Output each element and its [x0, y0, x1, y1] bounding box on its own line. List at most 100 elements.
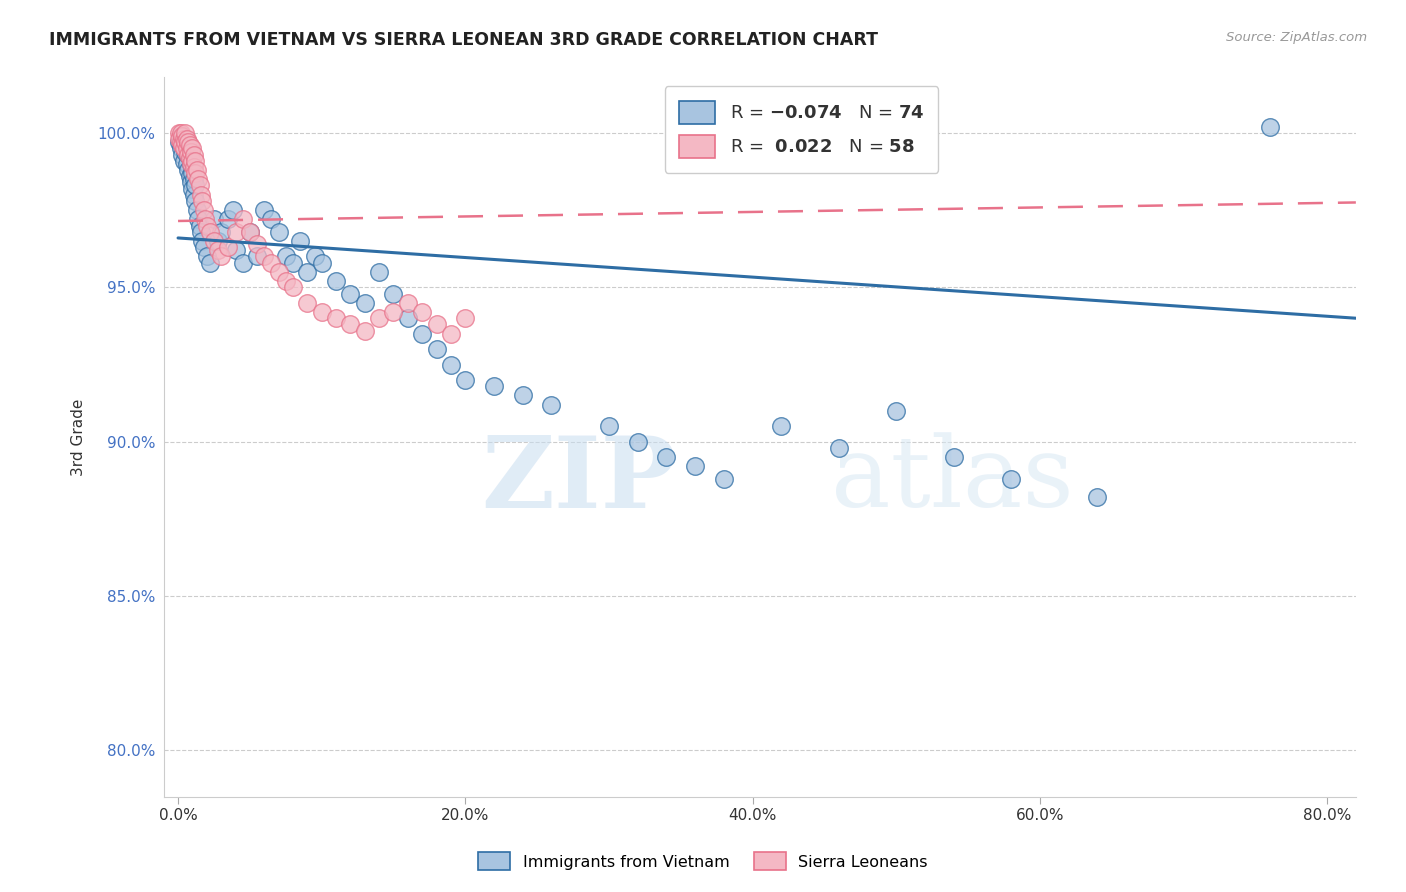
Point: [297, 295, 319, 310]
Point: [174, 135, 197, 149]
Point: [172, 132, 194, 146]
Point: [180, 157, 202, 171]
Point: [655, 450, 678, 464]
Point: [1258, 120, 1281, 134]
Point: [382, 286, 405, 301]
Point: [183, 172, 205, 186]
Point: [224, 225, 246, 239]
Point: [174, 145, 197, 159]
Point: [187, 212, 209, 227]
Point: [188, 219, 211, 233]
Point: [183, 160, 205, 174]
Point: [482, 379, 505, 393]
Point: [942, 450, 965, 464]
Point: [311, 255, 333, 269]
Point: [598, 419, 620, 434]
Point: [1085, 490, 1108, 504]
Point: [184, 194, 207, 208]
Point: [683, 459, 706, 474]
Point: [177, 135, 200, 149]
Point: [281, 255, 304, 269]
Point: [173, 141, 195, 155]
Point: [170, 126, 193, 140]
Point: [170, 135, 193, 149]
Point: [193, 240, 215, 254]
Point: [176, 132, 198, 146]
Point: [173, 153, 195, 168]
Legend: R = $\mathbf{-0.074}$   N = $\mathbf{74}$, R =  $\mathbf{0.022}$   N = $\mathbf{: R = $\mathbf{-0.074}$ N = $\mathbf{74}$,…: [665, 87, 938, 172]
Legend: Immigrants from Vietnam, Sierra Leoneans: Immigrants from Vietnam, Sierra Leoneans: [472, 846, 934, 877]
Point: [232, 212, 254, 227]
Point: [177, 147, 200, 161]
Point: [173, 138, 195, 153]
Point: [260, 212, 283, 227]
Point: [179, 151, 201, 165]
Point: [454, 373, 477, 387]
Point: [454, 311, 477, 326]
Point: [179, 151, 201, 165]
Point: [174, 132, 197, 146]
Point: [184, 153, 207, 168]
Point: [170, 141, 193, 155]
Point: [396, 311, 419, 326]
Point: [304, 250, 326, 264]
Point: [325, 311, 347, 326]
Point: [224, 244, 246, 258]
Point: [274, 274, 297, 288]
Point: [353, 295, 375, 310]
Point: [170, 129, 193, 144]
Point: [770, 419, 793, 434]
Point: [195, 219, 218, 233]
Point: [202, 234, 225, 248]
Point: [173, 132, 195, 146]
Point: [186, 203, 208, 218]
Point: [325, 274, 347, 288]
Point: [426, 318, 449, 332]
Point: [181, 153, 204, 168]
Point: [267, 225, 290, 239]
Point: [440, 326, 463, 341]
Point: [239, 225, 262, 239]
Point: [267, 265, 290, 279]
Point: [828, 441, 851, 455]
Point: [246, 250, 269, 264]
Point: [191, 194, 214, 208]
Point: [627, 434, 650, 449]
Point: [274, 250, 297, 264]
Point: [172, 138, 194, 153]
Point: [190, 187, 212, 202]
Point: [884, 404, 907, 418]
Point: [339, 286, 361, 301]
Point: [198, 225, 221, 239]
Point: [187, 172, 209, 186]
Point: [179, 138, 201, 153]
Point: [184, 178, 207, 193]
Point: [253, 203, 276, 218]
Point: [181, 181, 204, 195]
Point: [411, 305, 433, 319]
Point: [281, 280, 304, 294]
Point: [512, 388, 534, 402]
Point: [713, 472, 735, 486]
Point: [172, 147, 194, 161]
Point: [177, 147, 200, 161]
Point: [217, 240, 239, 254]
Point: [184, 166, 207, 180]
Point: [209, 225, 232, 239]
Point: [382, 305, 405, 319]
Point: [253, 250, 276, 264]
Point: [179, 169, 201, 184]
Point: [221, 203, 243, 218]
Point: [183, 187, 205, 202]
Point: [180, 145, 202, 159]
Point: [288, 234, 311, 248]
Y-axis label: 3rd Grade: 3rd Grade: [72, 399, 86, 475]
Point: [297, 265, 319, 279]
Point: [169, 132, 191, 146]
Point: [207, 234, 229, 248]
Point: [195, 250, 218, 264]
Point: [194, 212, 217, 227]
Point: [180, 157, 202, 171]
Point: [426, 342, 449, 356]
Point: [440, 358, 463, 372]
